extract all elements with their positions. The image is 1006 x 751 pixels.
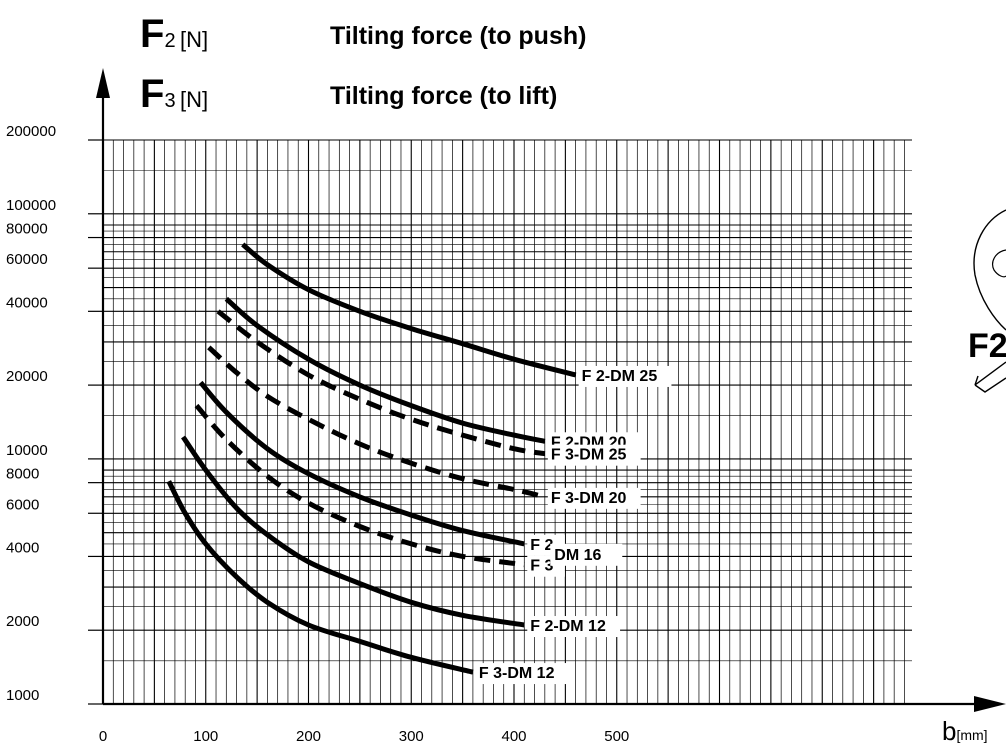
- x-axis-unit: [mm]: [956, 727, 988, 743]
- series-label-f3-dm16: F 3: [530, 558, 553, 575]
- series-label-bg: [527, 616, 621, 638]
- series-label-bg: [547, 487, 641, 509]
- y-tick-label: 8000: [6, 466, 39, 483]
- header-row-lift: F3 [N]: [140, 74, 208, 114]
- series-line-f-3-dm-12: [166, 480, 474, 675]
- series-line-f-3-dm-20: [207, 345, 546, 500]
- y-tick-label: 80000: [6, 221, 48, 238]
- series-label-f2-dm12: F 2-DM 12: [530, 618, 606, 635]
- chart-grid: [102, 139, 912, 705]
- annotation-bg: [550, 543, 623, 566]
- y-tick-label: 200000: [6, 123, 56, 140]
- x-tick-label: 100: [193, 728, 218, 745]
- header-row-push: F2 [N]: [140, 14, 208, 54]
- series-line-f-2-dm-12: [181, 435, 525, 628]
- series-label-bg: [578, 365, 672, 387]
- side-force-label: F2: [968, 327, 1006, 365]
- chart-series: [166, 242, 577, 675]
- header-desc-push: Tilting force (to push): [330, 22, 587, 50]
- x-tick-label: 400: [501, 728, 526, 745]
- x-tick-label: 300: [399, 728, 424, 745]
- y-tick-label: 60000: [6, 251, 48, 268]
- x-tick-label: 500: [604, 728, 629, 745]
- y-tick-label: 20000: [6, 368, 48, 385]
- series-label-f2-dm16: F 2: [530, 537, 553, 554]
- hand-outline-icon: [973, 209, 1006, 331]
- series-line-f-3: [194, 403, 525, 568]
- force-unit: [N]: [180, 87, 209, 112]
- series-label-f3-dm12: F 3-DM 12: [479, 665, 555, 682]
- x-axis-arrow: [974, 696, 1006, 712]
- y-tick-label: 1000: [6, 687, 39, 704]
- force-symbol: F: [140, 12, 165, 56]
- y-axis-arrow: [96, 68, 110, 98]
- side-illustration: F2: [968, 209, 1006, 393]
- y-tick-label: 2000: [6, 613, 39, 630]
- annotation-dm16: DM 16: [554, 547, 601, 564]
- force-unit: [N]: [180, 27, 209, 52]
- y-tick-label: 10000: [6, 442, 48, 459]
- force-symbol: F: [140, 72, 165, 116]
- lever-outline-icon: [974, 361, 1006, 393]
- thumb-outline-icon: [992, 249, 1006, 278]
- y-tick-label: 40000: [6, 294, 48, 311]
- force-subscript: 3: [164, 90, 176, 112]
- series-label-f2-dm25: F 2-DM 25: [582, 368, 658, 385]
- y-tick-label: 4000: [6, 539, 39, 556]
- series-label-f3-dm25: F 3-DM 25: [551, 447, 627, 464]
- chart-axes: [96, 68, 1006, 712]
- x-tick-label: 0: [99, 728, 107, 745]
- x-axis-symbol: b: [942, 716, 957, 746]
- y-tick-label: 6000: [6, 496, 39, 513]
- series-line-f-2-dm-25: [241, 242, 577, 378]
- series-label-bg: [475, 663, 569, 685]
- series-line-f-3-dm-25: [216, 309, 546, 457]
- y-tick-label: 100000: [6, 197, 56, 214]
- series-line-f-2: [198, 380, 525, 547]
- chart-series-labels: F 2-DM 25F 2-DM 20F 3-DM 25F 3-DM 20F 2F…: [475, 365, 672, 685]
- x-axis-title: b[mm]: [942, 716, 988, 747]
- series-label-bg: [547, 444, 641, 466]
- header-desc-lift: Tilting force (to lift): [330, 82, 558, 110]
- chart-tick-labels: 1000200040006000800010000200004000060000…: [6, 123, 629, 745]
- series-line-f-2-dm-20: [224, 296, 546, 444]
- force-subscript: 2: [164, 30, 176, 52]
- series-label-f3-dm20: F 3-DM 20: [551, 490, 627, 507]
- x-tick-label: 200: [296, 728, 321, 745]
